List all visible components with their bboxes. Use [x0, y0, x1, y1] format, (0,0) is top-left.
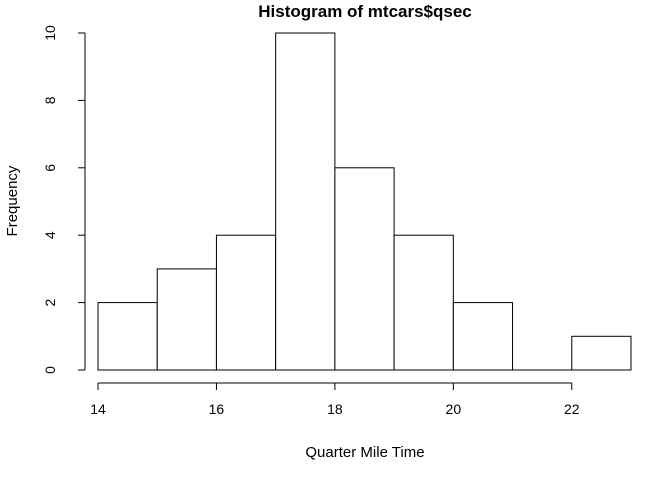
y-axis: 0 2 4 6 8 10	[42, 25, 86, 374]
histogram-bar	[275, 32, 336, 371]
histogram-bar	[334, 167, 395, 371]
x-tick-label: 22	[564, 401, 580, 417]
x-tick-label: 14	[90, 401, 106, 417]
x-tick-label: 16	[209, 401, 225, 417]
x-axis: 14 16 18 20 22	[90, 382, 580, 417]
histogram-bar	[215, 234, 277, 371]
x-tick-label: 20	[446, 401, 462, 417]
histogram-bar	[452, 302, 514, 371]
y-axis-label: Frequency	[4, 165, 21, 236]
x-axis-label: Quarter Mile Time	[305, 444, 424, 461]
histogram-bar	[97, 302, 158, 371]
bars-group	[97, 32, 632, 371]
y-tick-label: 0	[42, 366, 58, 374]
y-tick-label: 6	[42, 164, 58, 172]
histogram-bar	[393, 234, 454, 371]
histogram-bar	[571, 335, 632, 371]
histogram-bar	[156, 268, 217, 371]
x-tick-label: 18	[327, 401, 343, 417]
y-tick-label: 10	[42, 25, 58, 41]
y-tick-label: 2	[42, 298, 58, 306]
y-tick-label: 8	[42, 96, 58, 104]
chart-title: Histogram of mtcars$qsec	[258, 2, 472, 21]
y-tick-label: 4	[42, 231, 58, 239]
